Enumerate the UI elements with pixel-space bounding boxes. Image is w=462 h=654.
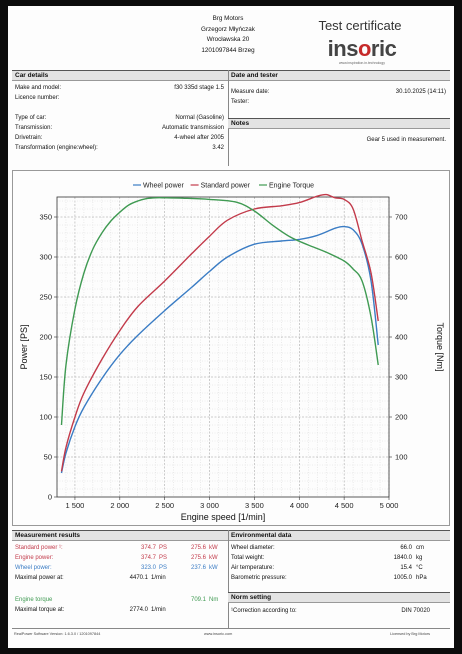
results-table: Standard power ¹: 374.7 PS 275.6 kW Engi… — [12, 544, 228, 624]
y-left-tick-label: 200 — [39, 333, 52, 342]
city: 1201097844 Brzeg — [201, 46, 255, 54]
company-name: Brg Motors — [212, 15, 244, 22]
certificate-sheet: Brg Motors Grzegorz Młyńczak Wrocławska … — [8, 6, 454, 648]
drivetrain-row: Drivetrain: 4-wheel after 2005 — [15, 135, 224, 141]
x-tick-label: 2 000 — [110, 501, 129, 510]
standard-power-curve — [60, 193, 379, 472]
footer-software: RealPower Software Version: 1.6.3.0 / 12… — [14, 632, 101, 636]
company-address: Brg Motors Grzegorz Młyńczak Wrocławska … — [158, 14, 298, 56]
measure-date-row: Measure date: 30.10.2025 (14:11) — [231, 89, 446, 95]
ratio-row: Transformation (engine:wheel): 3.42 — [15, 145, 224, 151]
chart-axis-labels: Engine speed [1/min] Power [PS] Torque [Nm… — [19, 322, 445, 522]
norm-header: Norm setting — [228, 592, 450, 603]
logo-tagline: www.inspiration.in.technology — [339, 61, 385, 65]
results-header: Measurement results — [12, 530, 228, 541]
type-row: Type of car: Normal (Gasoline) — [15, 115, 224, 121]
engine-power-row: Engine power: 374.7 PS 275.6 kW — [15, 555, 218, 561]
x-tick-label: 3 500 — [245, 501, 264, 510]
x-tick-label: 4 000 — [290, 501, 309, 510]
x-tick-label: 5 000 — [380, 501, 399, 510]
x-axis-label: Engine speed [1/min] — [181, 512, 266, 522]
x-tick-label: 4 500 — [335, 501, 354, 510]
environment-table: Wheel diameter: 66.0 cm Total weight: 18… — [228, 544, 450, 588]
licence-row: Licence number: — [15, 95, 60, 101]
dyno-chart-svg: 1 500 2 000 2 500 3 000 3 500 4 000 4 500 5 000… — [19, 183, 445, 523]
contact-person: Grzegorz Młyńczak — [201, 25, 255, 33]
standard-power-legend-label: Standard power — [201, 183, 251, 190]
standard-power-row: Standard power ¹: 374.7 PS 275.6 kW — [15, 545, 218, 551]
chart-axes: 1 500 2 000 2 500 3 000 3 500 4 000 4 500 5 000… — [39, 196, 408, 510]
x-tick-label: 3 000 — [200, 501, 219, 510]
max-torque-at-row: Maximal torque at: 2774.0 1/min — [15, 607, 166, 613]
wheel-power-curve — [60, 225, 379, 474]
wheel-power-legend-label: Wheel power — [143, 183, 185, 190]
barometric-pressure-row: Barometric pressure: 1005.0 hPa — [231, 575, 427, 581]
y-right-tick-label: 200 — [395, 413, 408, 422]
norm-row: ¹Correction according to: DIN 70020 — [231, 608, 430, 614]
chart-legend: Wheel power Standard power Engine Torque — [133, 183, 314, 190]
y-right-tick-label: 500 — [395, 293, 408, 302]
insoric-logo: insoric — [327, 36, 397, 61]
tester-row: Tester: — [231, 99, 250, 105]
engine-torque-curve — [60, 197, 379, 426]
chart-curves — [60, 193, 379, 474]
y-left-tick-label: 300 — [39, 253, 52, 262]
notes-header: Notes — [228, 118, 450, 129]
certificate-title: Test certificate — [318, 18, 402, 33]
results-divider — [228, 530, 229, 628]
y-left-axis-label: Power [PS] — [19, 324, 29, 369]
x-tick-label: 1 500 — [66, 501, 85, 510]
chart-grid — [57, 197, 390, 497]
wheel-power-row: Wheel power: 323.0 PS 237.6 kW — [15, 565, 218, 571]
transmission-row: Transmission: Automatic transmission — [15, 125, 224, 131]
air-temperature-row: Air temperature: 15.4 °C — [231, 565, 423, 571]
notes-text: Gear 5 used in measurement. — [366, 137, 446, 143]
y-left-tick-label: 100 — [39, 413, 52, 422]
y-right-tick-label: 700 — [395, 213, 408, 222]
dyno-chart: 1 500 2 000 2 500 3 000 3 500 4 000 4 500 5 000… — [12, 170, 450, 526]
y-right-tick-label: 300 — [395, 373, 408, 382]
y-right-tick-label: 600 — [395, 253, 408, 262]
y-right-axis-label: Torque [Nm] — [435, 322, 445, 371]
engine-torque-legend-label: Engine Torque — [269, 183, 314, 190]
footer-license: Licensed by Brg Motors — [390, 632, 430, 636]
y-right-tick-label: 100 — [395, 453, 408, 462]
max-power-at-row: Maximal power at: 4470.1 1/min — [15, 575, 166, 581]
y-left-tick-label: 0 — [48, 493, 52, 502]
plot-frame — [56, 196, 390, 498]
y-right-tick-label: 400 — [395, 333, 408, 342]
car-details-header: Car details — [12, 70, 228, 81]
x-tick-label: 2 500 — [155, 501, 174, 510]
footer-website: www.insoric.com — [204, 632, 233, 636]
date-tester-header: Date and tester — [228, 70, 450, 81]
y-left-tick-label: 250 — [39, 293, 52, 302]
engine-torque-row: Engine torque 709.1 Nm — [15, 597, 219, 603]
environment-header: Environmental data — [228, 530, 450, 541]
footer-divider — [12, 628, 450, 629]
y-left-tick-label: 50 — [44, 453, 52, 462]
street: Wrocławska 20 — [206, 36, 250, 43]
make-row: Make and model: f30 335d stage 1.5 — [15, 85, 224, 91]
total-weight-row: Total weight: 1840.0 kg — [231, 555, 423, 561]
wheel-diameter-row: Wheel diameter: 66.0 cm — [231, 545, 424, 551]
y-left-tick-label: 150 — [39, 373, 52, 382]
y-left-tick-label: 350 — [39, 213, 52, 222]
